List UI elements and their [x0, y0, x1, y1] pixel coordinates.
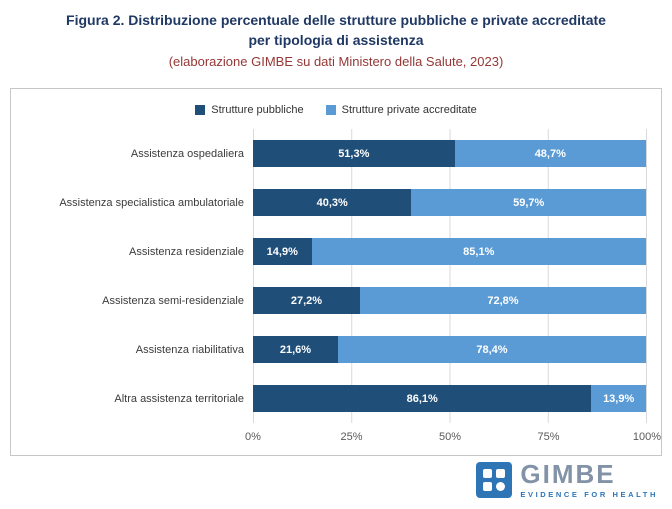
bar-segment-private: 85,1% — [311, 238, 646, 265]
bar-segment-public: 14,9% — [253, 238, 312, 265]
legend-swatch-public — [195, 105, 206, 115]
bar-value-label: 72,8% — [487, 294, 519, 307]
bar-value-label: 21,6% — [279, 343, 312, 356]
bar-value-label: 86,1% — [406, 392, 438, 405]
bar-row: 21,6% 78,4% — [253, 325, 646, 374]
bar-segment-public: 86,1% — [253, 385, 592, 412]
gimbe-logo-icon — [476, 462, 513, 498]
stacked-bar: 86,1% 13,9% — [253, 385, 646, 412]
x-axis: 0% 25% 50% 75% 100% — [245, 429, 661, 451]
bar-row: 14,9% 85,1% — [253, 227, 646, 276]
bar-value-label: 48,7% — [534, 147, 566, 160]
category-labels-column: Assistenza ospedaliera Assistenza special… — [25, 129, 253, 451]
bar-segment-private: 72,8% — [359, 287, 646, 314]
bar-value-label: 78,4% — [476, 343, 508, 356]
legend-label-private: Strutture private accreditate — [341, 104, 477, 116]
category-label: Assistenza riabilitativa — [135, 343, 244, 356]
stacked-bar: 40,3% 59,7% — [253, 189, 646, 216]
stacked-bar: 51,3% 48,7% — [253, 140, 646, 167]
figure-title-line-2: per tipologia di assistenza — [248, 32, 424, 49]
legend-item-private: Strutture private accreditate — [325, 104, 477, 116]
figure-subtitle: (elaborazione GIMBE su dati Ministero de… — [168, 53, 504, 69]
plot-area: 51,3% 48,7% 40,3% 59,7% 14,9% 85,1% 27,2% 72,8%… — [253, 129, 647, 423]
stacked-bar: 21,6% 78,4% — [253, 336, 646, 363]
x-tick-label: 75% — [537, 431, 560, 443]
bar-segment-public: 27,2% — [253, 287, 360, 314]
bar-segment-private: 48,7% — [454, 140, 646, 167]
legend-swatch-private — [325, 105, 336, 115]
legend-label-public: Strutture pubbliche — [211, 104, 304, 116]
bar-value-label: 85,1% — [463, 245, 495, 258]
bar-segment-public: 51,3% — [253, 140, 455, 167]
figure-title-line-1: Figura 2. Distribuzione percentuale dell… — [66, 12, 606, 28]
category-label: Assistenza semi-residenziale — [102, 294, 244, 307]
gimbe-logo-tagline: EVIDENCE FOR HEALTH — [520, 490, 658, 499]
x-tick-label: 50% — [438, 431, 462, 443]
bar-value-label: 40,3% — [316, 196, 348, 209]
category-label: Assistenza residenziale — [129, 245, 244, 258]
legend-item-public: Strutture pubbliche — [195, 104, 304, 116]
stacked-bar: 27,2% 72,8% — [253, 287, 646, 314]
bar-value-label: 51,3% — [338, 147, 370, 160]
bar-value-label: 27,2% — [290, 294, 323, 307]
stacked-bar: 14,9% 85,1% — [253, 238, 646, 265]
category-label: Assistenza ospedaliera — [130, 147, 244, 160]
x-tick-label: 100% — [632, 431, 662, 443]
bar-value-label: 59,7% — [513, 196, 545, 209]
plot-wrap: 51,3% 48,7% 40,3% 59,7% 14,9% 85,1% 27,2% 72,8%… — [245, 129, 661, 451]
bar-row: 86,1% 13,9% — [253, 374, 646, 423]
chart-body: Assistenza ospedaliera Assistenza special… — [25, 129, 661, 451]
bar-row: 27,2% 72,8% — [253, 276, 646, 325]
chart-frame: Strutture pubbliche Strutture private ac… — [10, 88, 662, 456]
bar-value-label: 14,9% — [266, 245, 298, 258]
x-tick-label: 25% — [340, 431, 363, 443]
bar-segment-private: 59,7% — [411, 189, 646, 216]
x-tick-label: 0% — [245, 431, 261, 443]
chart-legend: Strutture pubbliche Strutture private ac… — [25, 101, 647, 119]
bar-row: 40,3% 59,7% — [253, 178, 646, 227]
category-label: Assistenza specialistica ambulatoriale — [59, 196, 244, 209]
figure-title-block: Figura 2. Distribuzione percentuale dell… — [0, 0, 672, 71]
bar-segment-private: 13,9% — [591, 385, 646, 412]
bar-value-label: 13,9% — [603, 392, 635, 405]
bar-segment-public: 40,3% — [253, 189, 412, 216]
gimbe-logo-name: GIMBE — [520, 459, 616, 489]
category-label: Altra assistenza territoriale — [114, 392, 244, 405]
gimbe-logo-text-block: GIMBE EVIDENCE FOR HEALTH — [520, 461, 658, 499]
bar-segment-public: 21,6% — [253, 336, 338, 363]
gimbe-logo: GIMBE EVIDENCE FOR HEALTH — [476, 461, 658, 499]
bar-segment-private: 78,4% — [337, 336, 646, 363]
bar-row: 51,3% 48,7% — [253, 129, 646, 178]
